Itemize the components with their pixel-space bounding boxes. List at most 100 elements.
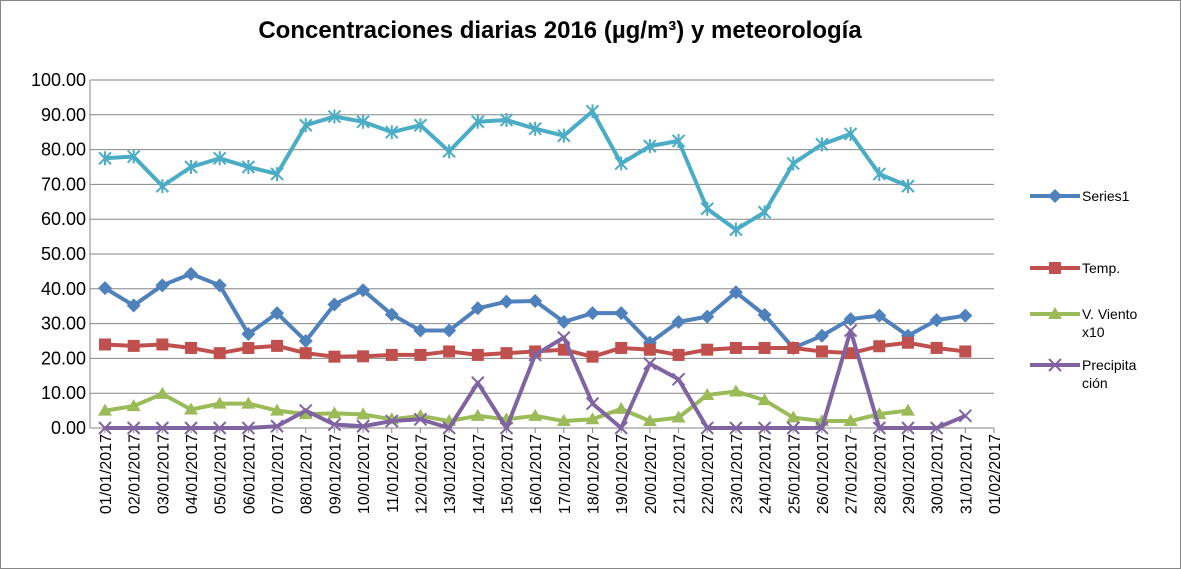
marker bbox=[327, 109, 342, 124]
marker bbox=[872, 308, 887, 323]
marker bbox=[872, 421, 886, 435]
marker bbox=[959, 345, 972, 358]
y-tick-label: 90.00 bbox=[41, 105, 86, 125]
marker bbox=[241, 160, 256, 174]
marker-shape bbox=[929, 421, 944, 435]
x-tick-label: 21/01/2017 bbox=[672, 434, 689, 514]
marker-shape bbox=[328, 350, 341, 363]
marker-shape bbox=[614, 421, 628, 435]
marker-shape bbox=[299, 403, 313, 418]
marker bbox=[184, 402, 199, 415]
y-tick-label: 20.00 bbox=[41, 348, 86, 368]
marker bbox=[757, 421, 772, 435]
marker-shape bbox=[471, 114, 485, 129]
marker bbox=[700, 309, 715, 324]
marker bbox=[185, 341, 198, 354]
x-tick-label: 17/01/2017 bbox=[557, 434, 574, 514]
marker-shape bbox=[385, 348, 398, 361]
marker bbox=[873, 340, 886, 353]
marker bbox=[298, 407, 313, 420]
marker bbox=[442, 144, 456, 159]
marker bbox=[728, 384, 743, 397]
marker bbox=[270, 306, 285, 321]
marker-shape bbox=[413, 118, 428, 133]
marker bbox=[413, 118, 428, 133]
marker bbox=[757, 205, 772, 220]
marker-shape bbox=[213, 421, 227, 435]
marker-shape bbox=[98, 421, 112, 435]
marker-shape bbox=[471, 348, 484, 361]
marker-shape bbox=[99, 338, 111, 351]
marker bbox=[442, 323, 457, 338]
marker bbox=[327, 297, 342, 312]
marker bbox=[270, 403, 285, 416]
marker bbox=[155, 179, 170, 194]
marker bbox=[614, 156, 628, 171]
marker-shape bbox=[758, 341, 771, 354]
marker-shape bbox=[901, 336, 914, 349]
marker bbox=[443, 345, 456, 358]
marker bbox=[757, 307, 772, 322]
marker bbox=[671, 133, 686, 148]
marker-shape bbox=[270, 166, 284, 181]
x-tick-label: 26/01/2017 bbox=[815, 434, 832, 514]
marker bbox=[471, 376, 485, 390]
marker-shape bbox=[327, 406, 342, 419]
marker bbox=[557, 128, 571, 143]
marker-shape bbox=[729, 222, 743, 237]
marker bbox=[1049, 262, 1061, 274]
marker bbox=[700, 201, 714, 216]
marker bbox=[241, 327, 256, 342]
marker-shape bbox=[270, 419, 284, 433]
marker bbox=[1048, 189, 1062, 203]
marker-shape bbox=[556, 314, 571, 329]
marker-shape bbox=[671, 410, 686, 423]
marker bbox=[213, 151, 227, 166]
marker bbox=[155, 421, 170, 435]
marker bbox=[385, 348, 398, 361]
marker-shape bbox=[442, 323, 457, 338]
marker bbox=[758, 341, 771, 354]
chart-title: Concentraciones diarias 2016 (µg/m³) y m… bbox=[258, 17, 862, 44]
marker bbox=[98, 421, 112, 435]
marker-shape bbox=[528, 293, 543, 308]
legend-label: Temp. bbox=[1082, 260, 1121, 276]
marker-shape bbox=[471, 376, 485, 390]
marker bbox=[672, 348, 685, 361]
marker bbox=[184, 421, 198, 435]
x-tick-label: 03/01/2017 bbox=[155, 434, 172, 514]
y-tick-label: 50.00 bbox=[41, 244, 86, 264]
marker-shape bbox=[671, 372, 686, 386]
marker-shape bbox=[298, 407, 313, 420]
marker-shape bbox=[241, 396, 256, 409]
marker bbox=[729, 222, 743, 237]
marker-shape bbox=[701, 343, 714, 356]
marker bbox=[213, 347, 226, 360]
marker-shape bbox=[356, 407, 371, 420]
marker bbox=[786, 410, 801, 423]
marker-shape bbox=[643, 356, 657, 371]
marker-shape bbox=[298, 334, 313, 348]
marker bbox=[586, 350, 599, 363]
marker-shape bbox=[757, 393, 772, 406]
marker bbox=[126, 149, 141, 164]
marker-shape bbox=[357, 350, 370, 363]
marker-shape bbox=[815, 345, 828, 358]
marker-shape bbox=[327, 417, 342, 432]
marker-shape bbox=[1049, 262, 1061, 274]
marker bbox=[499, 421, 514, 435]
x-tick-label: 06/01/2017 bbox=[241, 434, 258, 514]
marker bbox=[327, 406, 342, 419]
x-tick-label: 18/01/2017 bbox=[586, 434, 603, 514]
marker-shape bbox=[384, 307, 399, 322]
marker-shape bbox=[700, 387, 715, 400]
marker-shape bbox=[729, 341, 742, 354]
x-tick-label: 04/01/2017 bbox=[184, 434, 201, 514]
marker-shape bbox=[556, 414, 571, 427]
x-tick-label: 01/01/2017 bbox=[98, 434, 115, 514]
marker bbox=[729, 341, 742, 354]
marker-shape bbox=[442, 144, 456, 159]
marker-shape bbox=[643, 343, 656, 356]
marker-shape bbox=[585, 412, 600, 425]
marker-shape bbox=[614, 401, 629, 414]
